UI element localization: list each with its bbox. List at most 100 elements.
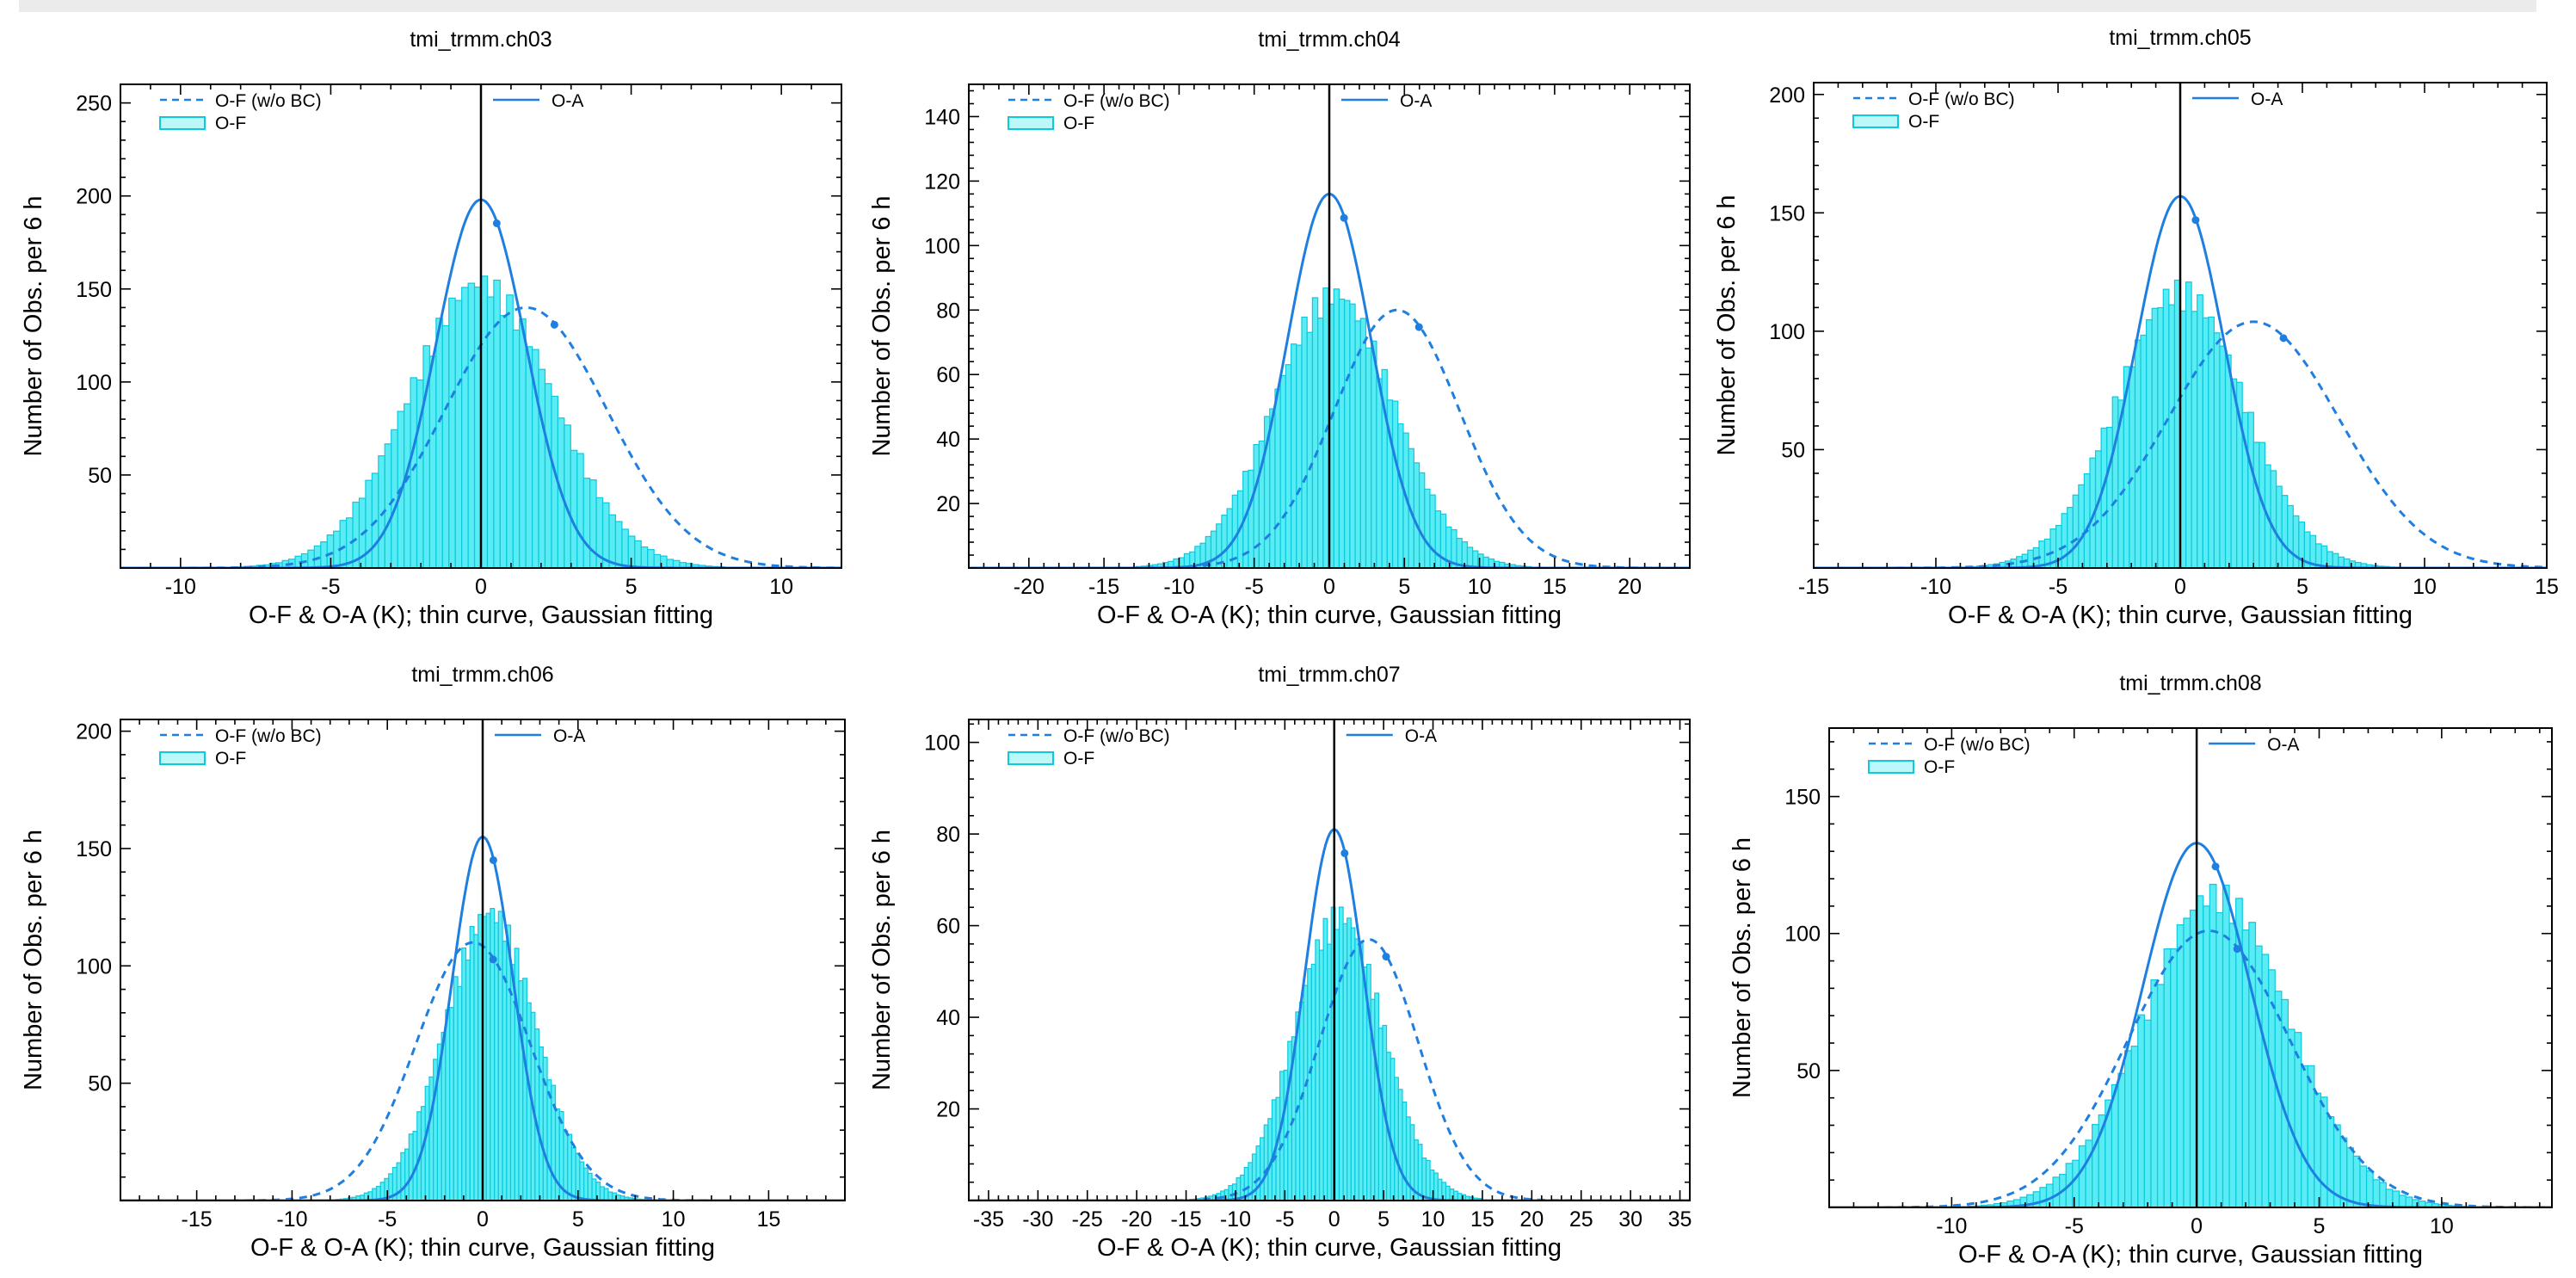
- x-tick-label: 5: [626, 575, 638, 599]
- y-tick-label: 50: [88, 464, 112, 488]
- of-bar: [465, 960, 471, 1201]
- chart-panel-6: -10 -5 0 5 10 50 100 150 tmi_trmm.ch08 O-F & O-A …: [1729, 671, 2553, 1269]
- x-tick-label: 15: [1470, 1207, 1494, 1232]
- y-axis-label: Number of Obs. per 6 h: [1729, 837, 1756, 1098]
- of-bar: [2106, 426, 2113, 568]
- of-bar: [435, 318, 443, 568]
- of-bar: [1290, 343, 1297, 568]
- of-bar: [1425, 1159, 1431, 1201]
- x-tick-label: 10: [2413, 575, 2437, 599]
- chart-title: tmi_trmm.ch05: [2109, 26, 2251, 50]
- y-tick-label: 120: [924, 170, 960, 194]
- legend-of-swatch: [1868, 760, 1914, 774]
- of-bar: [457, 985, 463, 1201]
- of-bar: [2163, 948, 2172, 1207]
- of-bar: [1263, 1124, 1269, 1201]
- x-tick-label: -5: [2049, 575, 2068, 599]
- legend-oa-label: O-A: [2251, 90, 2283, 109]
- of-bar: [1210, 530, 1217, 568]
- chart-title: tmi_trmm.ch06: [411, 663, 553, 687]
- of-bar: [1417, 1144, 1423, 1201]
- of-bar: [1306, 331, 1314, 568]
- of-bar: [1221, 515, 1228, 568]
- of-bar: [1327, 943, 1332, 1201]
- of-bar: [404, 1148, 410, 1201]
- x-tick-label: 5: [2314, 1214, 2326, 1238]
- of-bar: [608, 514, 617, 568]
- legend-of-label: O-F: [1063, 749, 1094, 769]
- of-bar: [554, 1108, 560, 1201]
- y-tick-label: 20: [936, 492, 960, 516]
- of-bar: [1279, 374, 1286, 568]
- legend-of-nobc-label: O-F (w/o BC): [1063, 91, 1170, 111]
- of-bar: [469, 925, 475, 1201]
- legend-of-nobc-label: O-F (w/o BC): [1063, 726, 1170, 746]
- x-tick-label: -10: [1220, 1207, 1251, 1232]
- of-bar: [1390, 1058, 1396, 1201]
- of-bar: [2129, 366, 2136, 568]
- of-bar: [1365, 347, 1372, 568]
- x-tick-label: -30: [1022, 1207, 1053, 1232]
- x-tick-label: 10: [1421, 1207, 1445, 1232]
- of-bar: [461, 287, 469, 568]
- of-bar: [1397, 423, 1404, 568]
- of-bar: [2143, 1019, 2152, 1207]
- oa-curve-peak-marker: [1340, 213, 1348, 222]
- of-bar: [2197, 294, 2203, 568]
- of-bar: [634, 540, 642, 568]
- of-bar: [1344, 299, 1351, 568]
- x-tick-label: -10: [1920, 575, 1951, 599]
- of-bar: [506, 294, 514, 568]
- of-bar: [2208, 316, 2215, 568]
- of-nobc-curve-peak-marker: [2233, 945, 2241, 954]
- x-tick-label: -5: [378, 1207, 397, 1232]
- x-tick-label: -25: [1072, 1207, 1103, 1232]
- chart-panel-3: -15 -10 -5 0 5 10 15 50 100 150 200 tmi_trmm.ch05 O-…: [1713, 26, 2559, 629]
- of-nobc-curve-peak-marker: [2279, 334, 2288, 343]
- chart-panel-2: -20 -15 -10 -5 0 5 10 15 20 20 40 60 80 100 120 140 tmi_…: [868, 28, 1691, 629]
- of-bar: [1358, 941, 1364, 1201]
- of-bar: [582, 1167, 589, 1201]
- of-bar: [1421, 1157, 1427, 1201]
- x-tick-label: 0: [1328, 1207, 1340, 1232]
- of-bar: [478, 914, 484, 1201]
- legend-of-nobc-label: O-F (w/o BC): [215, 91, 322, 111]
- y-axis-label: Number of Obs. per 6 h: [868, 195, 896, 456]
- of-bar: [2078, 1145, 2086, 1207]
- of-bar: [2168, 304, 2176, 568]
- of-bar: [2123, 1050, 2132, 1207]
- of-bar: [1279, 1071, 1285, 1201]
- of-bar: [2072, 494, 2080, 568]
- plot-area: [1829, 842, 2552, 1207]
- legend-oa-label: O-A: [1400, 91, 1432, 111]
- y-tick-label: 40: [936, 1006, 960, 1030]
- of-bar: [2085, 1139, 2093, 1207]
- oa-curve-peak-marker: [1340, 849, 1349, 857]
- of-bar: [2275, 485, 2283, 568]
- of-bar: [1255, 1145, 1261, 1201]
- y-tick-label: 100: [1769, 320, 1805, 344]
- of-bar: [576, 453, 584, 568]
- of-bar: [499, 315, 508, 568]
- of-bar: [2170, 948, 2178, 1207]
- x-tick-label: -5: [321, 575, 340, 599]
- of-bar: [490, 907, 496, 1201]
- of-bar: [2294, 1032, 2302, 1207]
- y-tick-label: 100: [76, 954, 112, 979]
- of-bar: [512, 329, 521, 568]
- of-bar: [2183, 917, 2191, 1207]
- of-bar: [1315, 939, 1321, 1201]
- y-tick-label: 100: [924, 732, 960, 756]
- x-tick-label: 0: [2191, 1214, 2203, 1238]
- of-bar: [614, 521, 623, 568]
- of-bar: [2176, 924, 2185, 1207]
- y-tick-label: 20: [936, 1098, 960, 1122]
- of-bar: [453, 976, 459, 1201]
- of-bar: [579, 1161, 585, 1201]
- of-bar: [486, 296, 495, 568]
- of-bar: [339, 520, 348, 568]
- chart-title: tmi_trmm.ch08: [2119, 671, 2261, 695]
- of-bar: [1376, 378, 1383, 568]
- of-bar: [2379, 1182, 2387, 1207]
- legend-of-label: O-F: [1924, 757, 1955, 777]
